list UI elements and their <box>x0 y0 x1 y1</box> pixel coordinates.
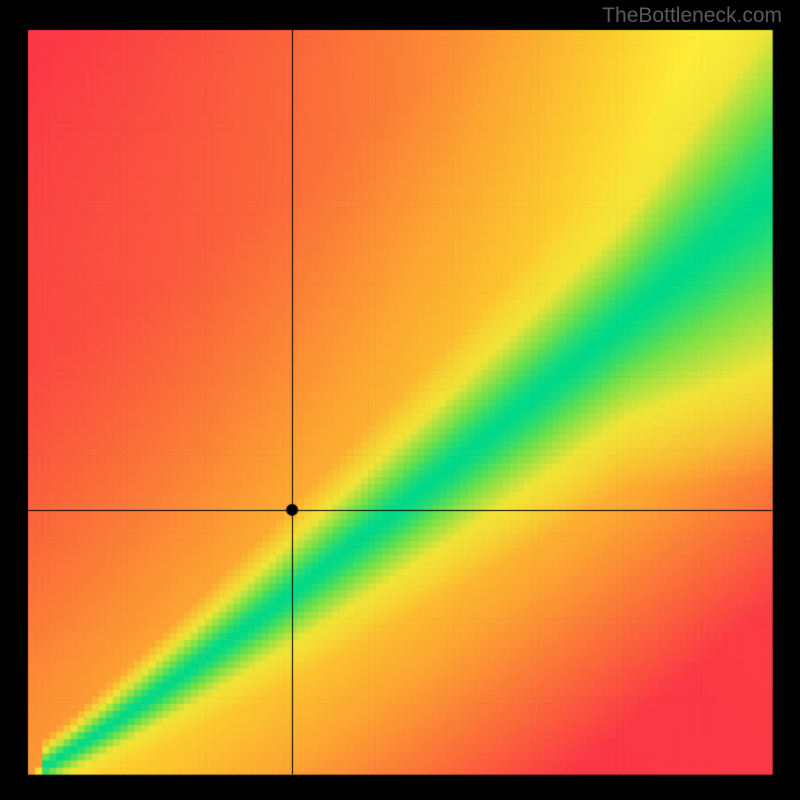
attribution-text: TheBottleneck.com <box>602 4 782 28</box>
chart-container: TheBottleneck.com <box>0 0 800 800</box>
bottleneck-heatmap <box>0 0 800 800</box>
